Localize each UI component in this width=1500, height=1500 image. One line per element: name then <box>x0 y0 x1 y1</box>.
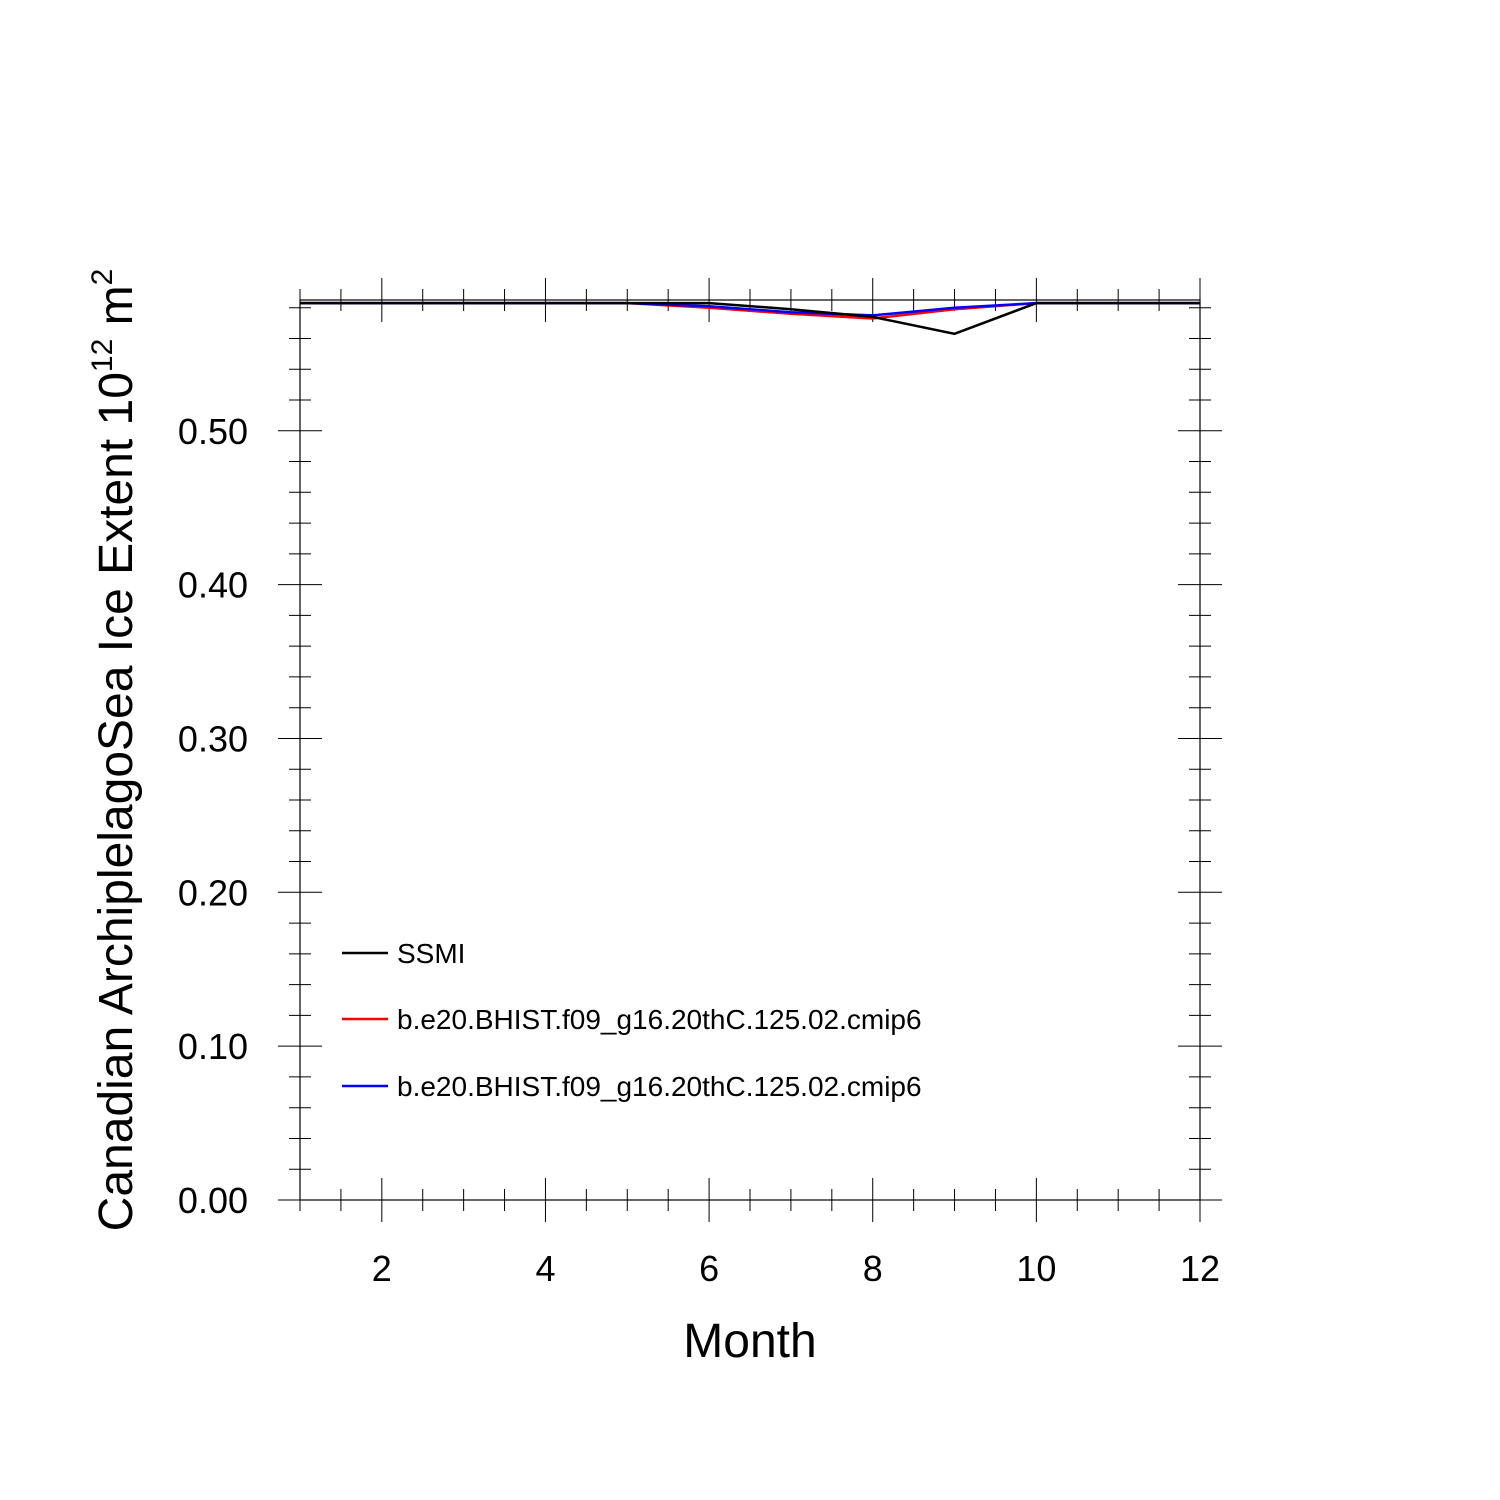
y-axis-title-exponent: 12 <box>86 339 119 372</box>
x-tick-label: 12 <box>1180 1248 1220 1289</box>
y-axis-title-unit-exponent: 2 <box>86 269 119 286</box>
y-tick-labels: 0.00 0.10 0.20 0.30 0.40 0.50 <box>178 411 248 1221</box>
series-lines <box>300 301 1200 336</box>
legend-label-run-blue: b.e20.BHIST.f09_g16.20thC.125.02.cmip6 <box>397 1071 922 1102</box>
y-tick-label: 0.40 <box>178 565 248 606</box>
y-tick-label: 0.20 <box>178 872 248 913</box>
series-line-ssmi <box>300 301 1200 336</box>
legend-label-ssmi: SSMI <box>397 938 465 969</box>
x-tick-label: 2 <box>372 1248 392 1289</box>
y-axis-title: Canadian ArchiplelagoSea Ice Extent 1012… <box>86 269 143 1232</box>
y-axis-title-unit: m <box>90 285 143 338</box>
y-tick-label: 0.30 <box>178 718 248 759</box>
x-tick-label: 8 <box>863 1248 883 1289</box>
y-axis-title-main: Canadian ArchiplelagoSea Ice Extent 10 <box>90 372 143 1231</box>
x-tick-labels: 2 4 6 8 10 12 <box>372 1248 1220 1289</box>
x-axis-title: Month <box>683 1315 816 1368</box>
y-tick-label: 0.10 <box>178 1026 248 1067</box>
y-tick-label: 0.00 <box>178 1180 248 1221</box>
x-tick-label: 6 <box>699 1248 719 1289</box>
plot-frame <box>299 299 1201 1201</box>
legend-label-run-red: b.e20.BHIST.f09_g16.20thC.125.02.cmip6 <box>397 1004 922 1035</box>
y-tick-label: 0.50 <box>178 411 248 452</box>
x-tick-label: 4 <box>535 1248 555 1289</box>
x-tick-label: 10 <box>1016 1248 1056 1289</box>
legend: SSMI b.e20.BHIST.f09_g16.20thC.125.02.cm… <box>342 938 922 1102</box>
